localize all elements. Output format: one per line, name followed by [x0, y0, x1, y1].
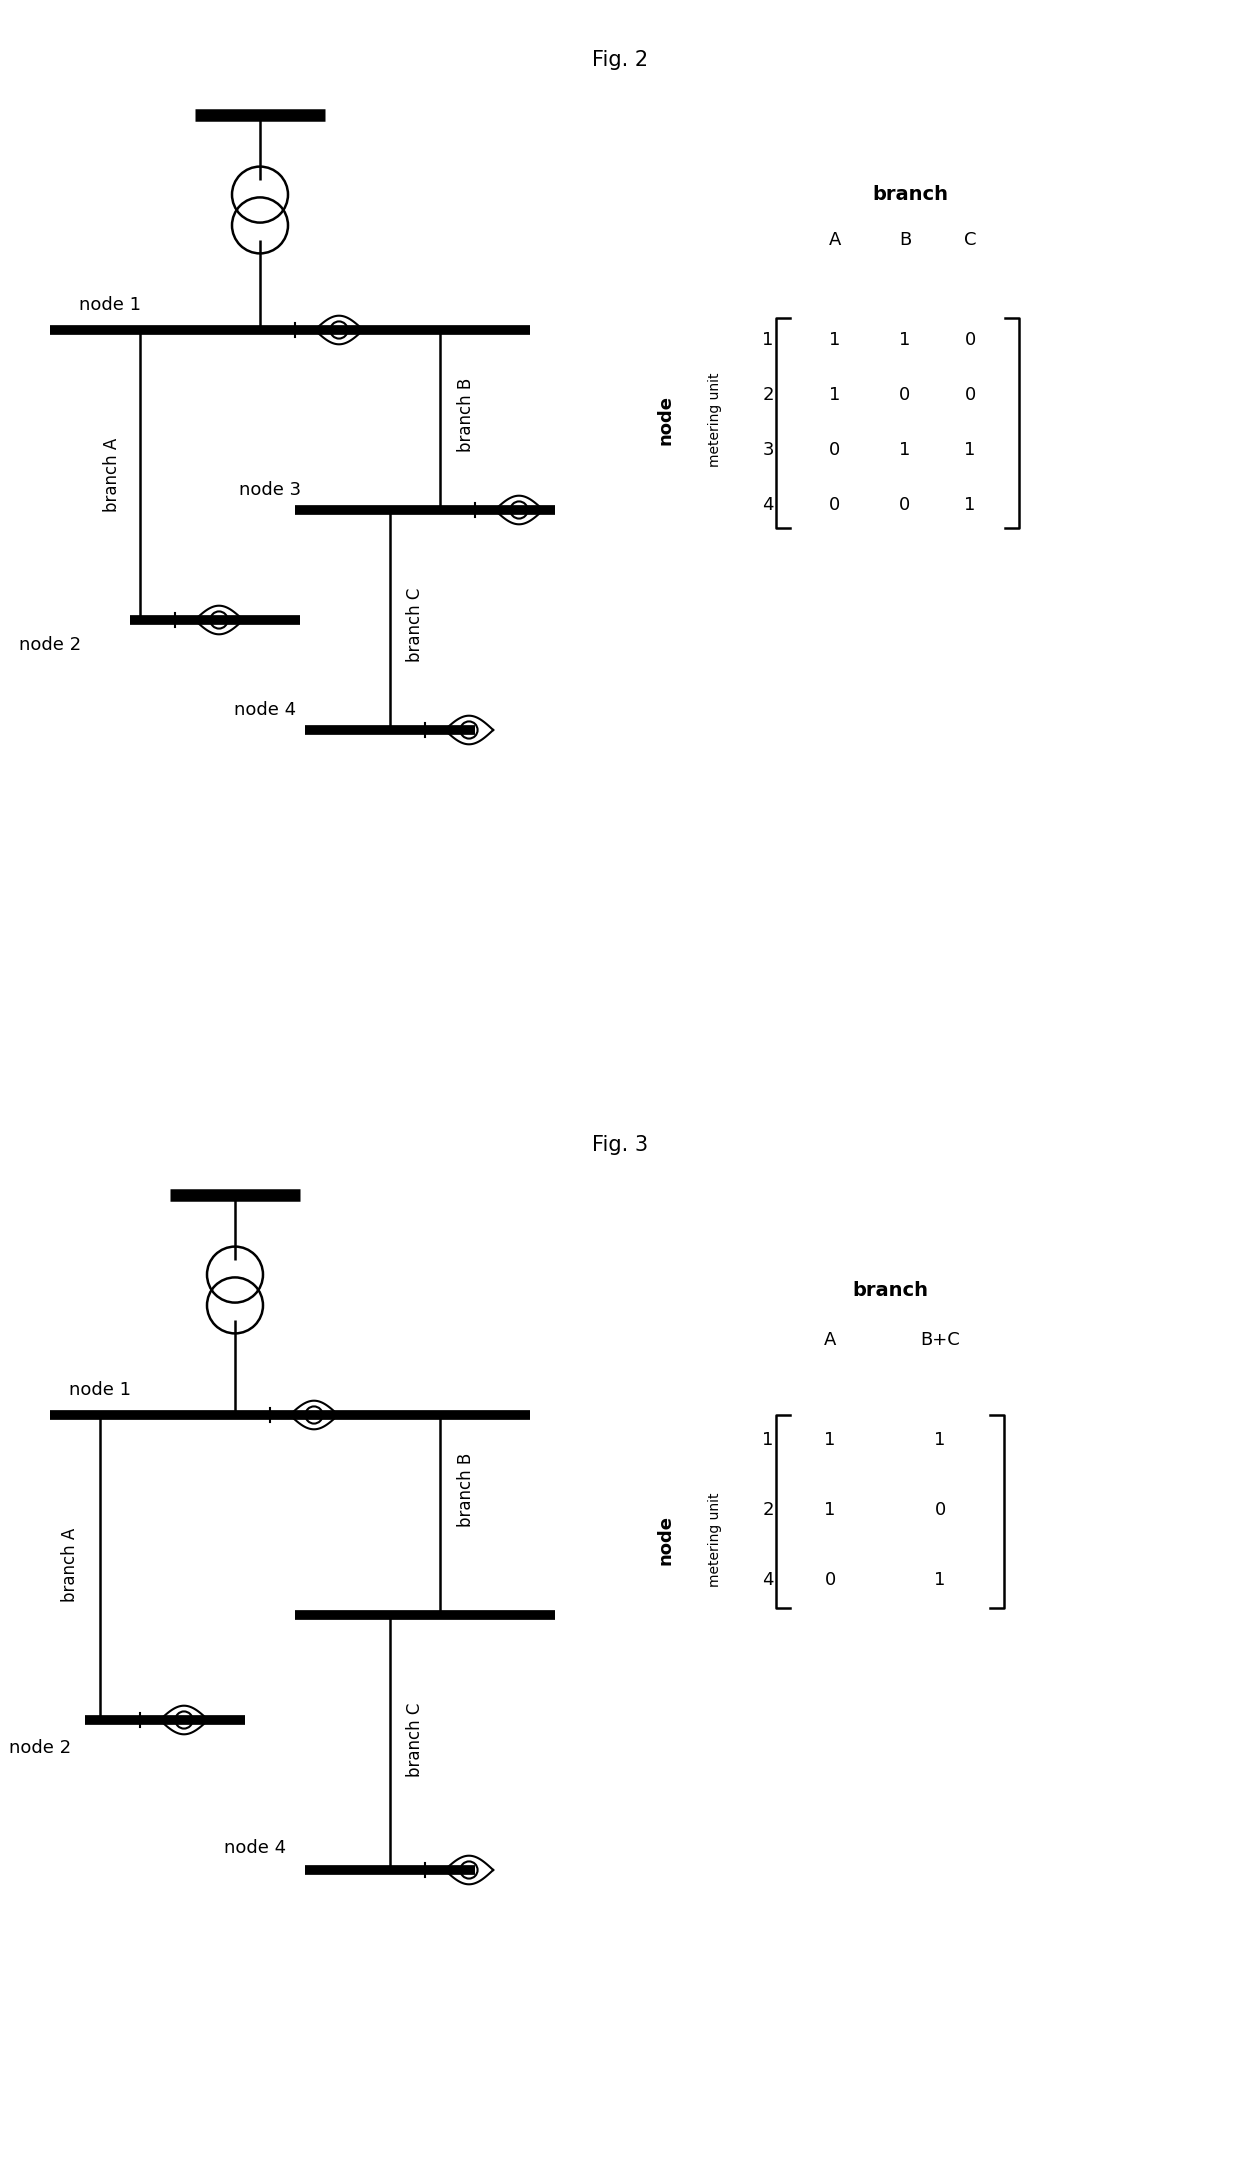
Text: 1: 1: [763, 332, 774, 349]
Text: 0: 0: [935, 1502, 946, 1519]
Text: branch: branch: [852, 1280, 928, 1300]
Text: node 1: node 1: [79, 295, 141, 315]
Text: branch: branch: [872, 184, 949, 204]
Text: node 4: node 4: [234, 701, 296, 718]
Text: 0: 0: [825, 1571, 836, 1588]
Text: 1: 1: [830, 332, 841, 349]
Text: B: B: [899, 230, 911, 250]
Text: branch B: branch B: [458, 1454, 475, 1528]
Text: branch A: branch A: [61, 1528, 79, 1601]
Circle shape: [216, 616, 222, 623]
Text: A: A: [823, 1330, 836, 1350]
Text: node 2: node 2: [9, 1738, 71, 1758]
Text: 2: 2: [763, 1502, 774, 1519]
Text: 1: 1: [825, 1502, 836, 1519]
Text: 1: 1: [899, 441, 910, 460]
Text: node: node: [656, 395, 675, 445]
Text: A: A: [828, 230, 841, 250]
Text: branch B: branch B: [458, 378, 475, 451]
Text: 1: 1: [763, 1430, 774, 1450]
Text: branch C: branch C: [405, 588, 424, 662]
Text: branch C: branch C: [405, 1703, 424, 1777]
Text: 4: 4: [763, 1571, 774, 1588]
Text: 1: 1: [825, 1430, 836, 1450]
Circle shape: [466, 727, 472, 733]
Text: 0: 0: [965, 386, 976, 404]
Text: node 2: node 2: [19, 636, 81, 653]
Circle shape: [311, 1413, 317, 1417]
Text: B+C: B+C: [920, 1330, 960, 1350]
Circle shape: [516, 508, 522, 512]
Text: 1: 1: [934, 1430, 946, 1450]
Text: Fig. 2: Fig. 2: [591, 50, 649, 69]
Text: C: C: [963, 230, 976, 250]
Text: Fig. 3: Fig. 3: [591, 1135, 649, 1154]
Text: 0: 0: [899, 497, 910, 514]
Circle shape: [336, 328, 342, 332]
Text: 4: 4: [763, 497, 774, 514]
Text: node: node: [656, 1515, 675, 1565]
Text: 1: 1: [934, 1571, 946, 1588]
Text: 1: 1: [965, 441, 976, 460]
Text: 0: 0: [965, 332, 976, 349]
Circle shape: [181, 1716, 187, 1723]
Text: 0: 0: [830, 497, 841, 514]
Text: 1: 1: [830, 386, 841, 404]
Text: node 1: node 1: [69, 1380, 131, 1400]
Text: 1: 1: [899, 332, 910, 349]
Text: node 4: node 4: [224, 1838, 286, 1858]
Text: metering unit: metering unit: [708, 1493, 722, 1586]
Text: metering unit: metering unit: [708, 373, 722, 467]
Text: 2: 2: [763, 386, 774, 404]
Text: branch A: branch A: [103, 438, 122, 512]
Text: 3: 3: [763, 441, 774, 460]
Text: 0: 0: [899, 386, 910, 404]
Text: node 3: node 3: [239, 482, 301, 499]
Circle shape: [466, 1866, 472, 1873]
Text: 0: 0: [830, 441, 841, 460]
Text: 1: 1: [965, 497, 976, 514]
